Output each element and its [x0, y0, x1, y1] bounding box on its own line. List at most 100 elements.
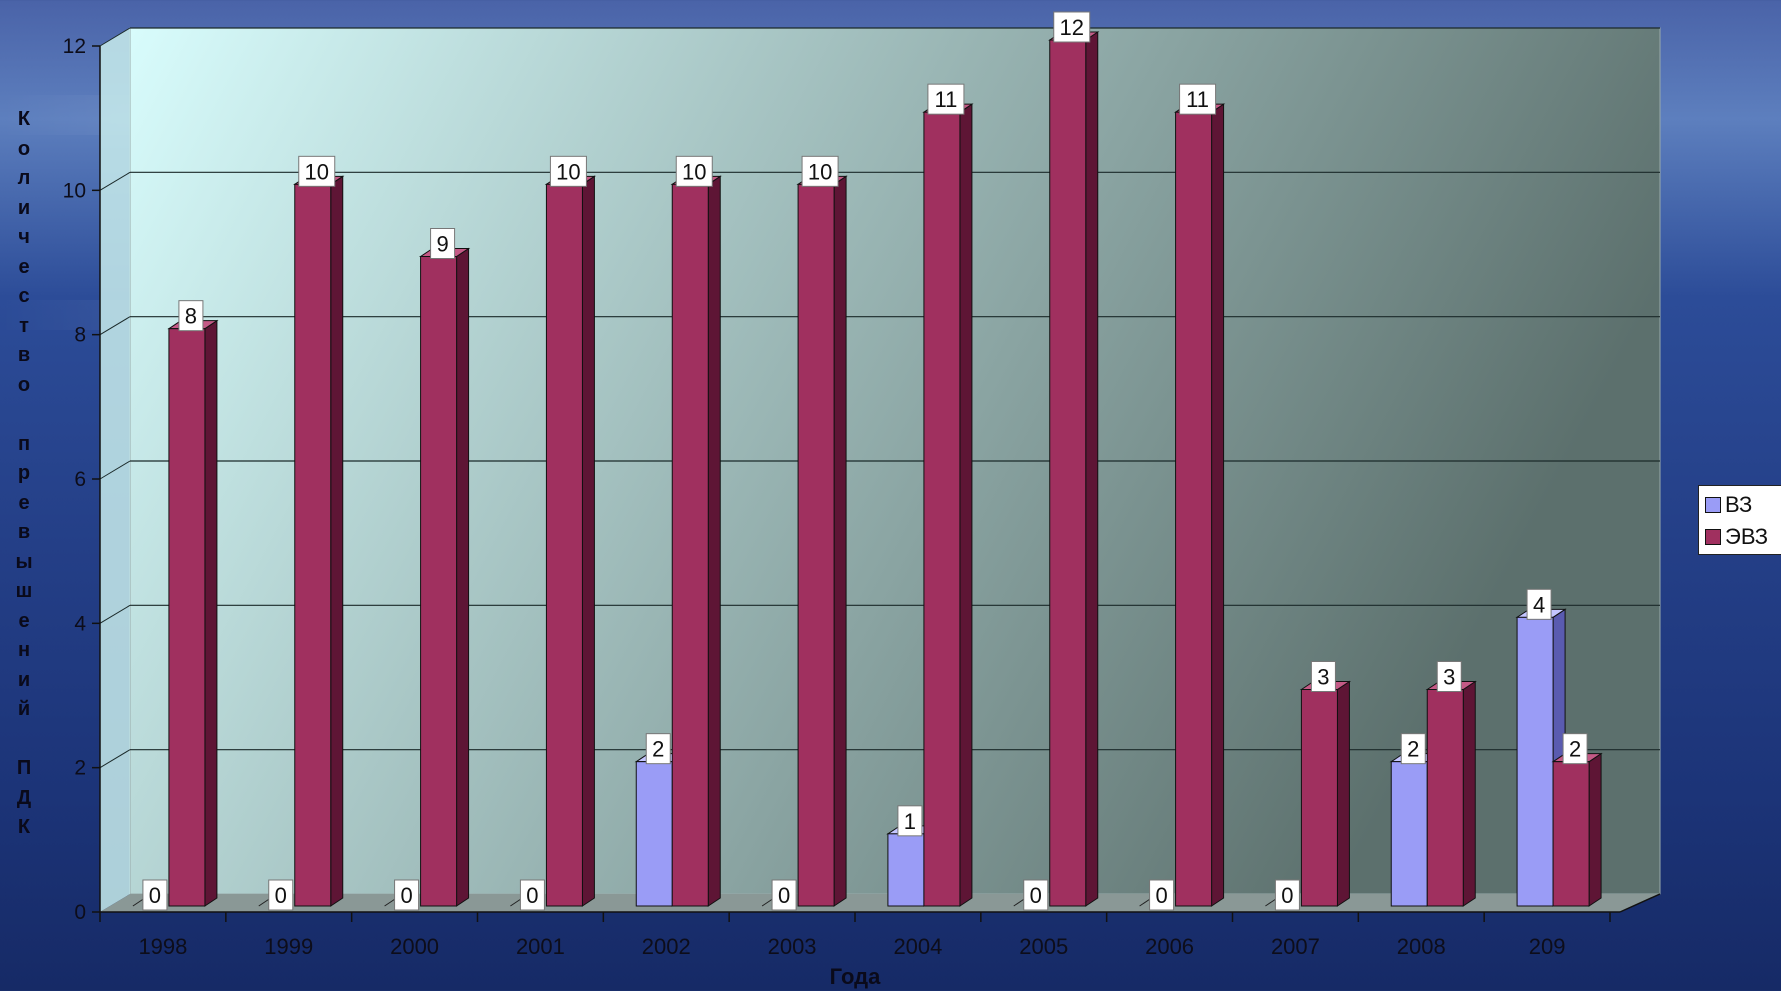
data-label: 10 [808, 159, 832, 184]
x-tick-label: 2006 [1145, 934, 1194, 959]
x-tick-label: 209 [1529, 934, 1566, 959]
data-label-box [178, 300, 204, 332]
legend-swatch-vz [1705, 497, 1721, 513]
bar-side [330, 175, 344, 907]
bar-vz [1390, 761, 1428, 907]
data-label-box [1053, 11, 1091, 43]
y-tick-label: 4 [74, 612, 86, 635]
legend-label-vz: ВЗ [1725, 492, 1753, 517]
bar-evz [1426, 689, 1464, 907]
bar-side [456, 247, 470, 907]
bar-side [1462, 680, 1476, 907]
data-label: 0 [149, 883, 161, 908]
data-label: 1 [904, 809, 916, 834]
bar-side [959, 103, 973, 907]
data-label: 2 [652, 737, 664, 762]
data-label: 9 [436, 232, 448, 257]
data-label-box [519, 879, 545, 911]
data-label-box [771, 879, 797, 911]
data-label-box [897, 805, 923, 837]
data-label-box [298, 155, 336, 187]
data-label: 0 [1281, 883, 1293, 908]
bar-vz [635, 761, 673, 907]
data-label-box [927, 83, 965, 115]
y-axis-title: К о л и ч е с т в о п р е в ы ш е н и й … [15, 108, 33, 838]
gridline-diagonal [99, 460, 131, 480]
bar-side [204, 319, 218, 907]
data-label: 2 [1569, 737, 1581, 762]
x-tick-label: 2001 [516, 934, 565, 959]
x-tick-label: 1999 [264, 934, 313, 959]
bar-evz [923, 111, 961, 907]
data-label: 0 [1030, 883, 1042, 908]
x-tick-label: 2002 [642, 934, 691, 959]
data-label-box [142, 879, 168, 911]
gridline-diagonal [99, 27, 131, 47]
data-label: 10 [556, 159, 580, 184]
data-label-box [645, 733, 671, 765]
data-label-box [1526, 588, 1552, 620]
data-label: 11 [1186, 87, 1209, 112]
data-label: 0 [275, 883, 287, 908]
gridline-diagonal [99, 171, 131, 191]
plot-floor [100, 894, 1660, 912]
legend-label-evz: ЭВЗ [1725, 524, 1769, 549]
data-label: 3 [1443, 665, 1455, 690]
bar-vz [1516, 616, 1554, 907]
data-label-box [1436, 661, 1462, 692]
data-label: 4 [1533, 592, 1545, 617]
data-label-box [1179, 83, 1217, 115]
data-label: 10 [305, 159, 329, 184]
legend-swatch-evz [1705, 529, 1721, 545]
bar-evz [420, 256, 458, 907]
legend-item-vz: ВЗ [1705, 492, 1752, 518]
data-label-box [549, 155, 587, 187]
y-tick-label: 0 [74, 901, 86, 924]
bar-side [1336, 680, 1350, 907]
gridline-diagonal [99, 316, 131, 336]
bar-vz [887, 833, 925, 907]
y-tick-label: 6 [74, 468, 86, 491]
bar-evz [1552, 761, 1590, 907]
bar-side [1588, 752, 1602, 907]
bar-evz [1175, 111, 1213, 907]
data-label: 0 [778, 883, 790, 908]
legend-item-evz: ЭВЗ [1705, 524, 1768, 550]
data-label: 2 [1407, 737, 1419, 762]
x-tick-label: 2008 [1397, 934, 1446, 959]
data-label-box [1023, 879, 1049, 911]
data-label: 8 [185, 304, 197, 329]
y-tick-label: 8 [74, 324, 86, 347]
x-tick-label: 2007 [1271, 934, 1320, 959]
bar-evz [294, 183, 332, 907]
x-tick-label: 2003 [768, 934, 817, 959]
y-tick-label: 12 [63, 35, 86, 58]
bar-side [1085, 31, 1099, 907]
data-label: 0 [526, 883, 538, 908]
y-tick-label: 2 [74, 757, 86, 780]
data-label: 0 [1155, 883, 1167, 908]
bar-side [1211, 103, 1225, 907]
data-label-box [394, 879, 420, 911]
bar-evz [797, 183, 835, 907]
x-tick-label: 2004 [893, 934, 942, 959]
data-label: 11 [934, 87, 957, 112]
data-label: 0 [400, 883, 412, 908]
x-tick-label: 1998 [138, 934, 187, 959]
bar-evz [1300, 689, 1338, 907]
data-label-box [801, 155, 839, 187]
y-tick-label: 10 [63, 179, 86, 202]
data-label-box [1149, 879, 1175, 911]
data-label-box [1400, 733, 1426, 765]
bar-side [707, 175, 721, 907]
x-tick-label: 2005 [1019, 934, 1068, 959]
data-label-box [430, 228, 456, 259]
legend: ВЗ ЭВЗ [1698, 485, 1781, 555]
gridline-diagonal [99, 749, 131, 769]
bar-side [581, 175, 595, 907]
data-label-box [268, 879, 294, 911]
data-label: 3 [1317, 665, 1329, 690]
data-label: 12 [1060, 15, 1084, 40]
data-label: 10 [682, 159, 706, 184]
